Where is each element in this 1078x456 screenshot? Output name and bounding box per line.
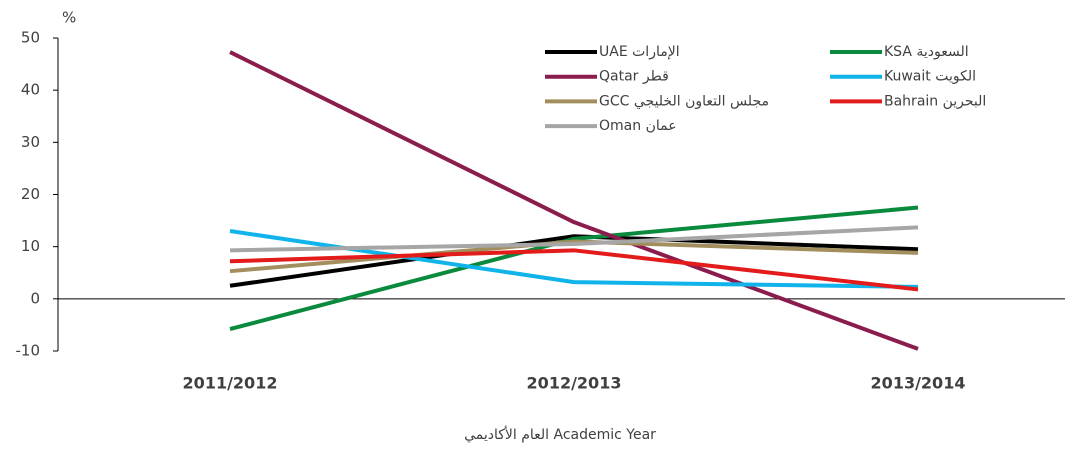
legend-label: GCC مجلس التعاون الخليجي bbox=[599, 93, 769, 109]
y-tick-label: 50 bbox=[21, 29, 40, 47]
y-tick-label: 20 bbox=[21, 185, 40, 203]
x-tick-label: 2012/2013 bbox=[527, 374, 622, 393]
legend-label: Qatar قطر bbox=[599, 69, 669, 85]
legend-label: Bahrain البحرين bbox=[884, 93, 986, 109]
x-axis-title: العام الأكاديمي Academic Year bbox=[464, 425, 656, 443]
y-tick-label: 0 bbox=[30, 289, 40, 307]
legend-label: Oman عمان bbox=[599, 118, 677, 134]
legend-label: Kuwait الكويت bbox=[884, 69, 976, 85]
y-tick-label: -10 bbox=[16, 342, 41, 360]
y-tick-label: 30 bbox=[21, 133, 40, 151]
series-line bbox=[229, 248, 919, 292]
x-tick-label: 2011/2012 bbox=[183, 374, 278, 393]
series-line bbox=[229, 239, 919, 274]
series-line bbox=[229, 234, 919, 288]
legend-label: KSA السعودية bbox=[884, 44, 969, 60]
x-tick-label: 2013/2014 bbox=[871, 374, 966, 393]
series-line bbox=[229, 205, 919, 332]
y-tick-label: 40 bbox=[21, 81, 40, 99]
y-unit: % bbox=[62, 9, 76, 27]
series-line bbox=[229, 50, 919, 351]
series-line bbox=[229, 225, 919, 253]
legend-label: UAE الإمارات bbox=[599, 44, 680, 60]
y-tick-label: 10 bbox=[21, 237, 40, 255]
